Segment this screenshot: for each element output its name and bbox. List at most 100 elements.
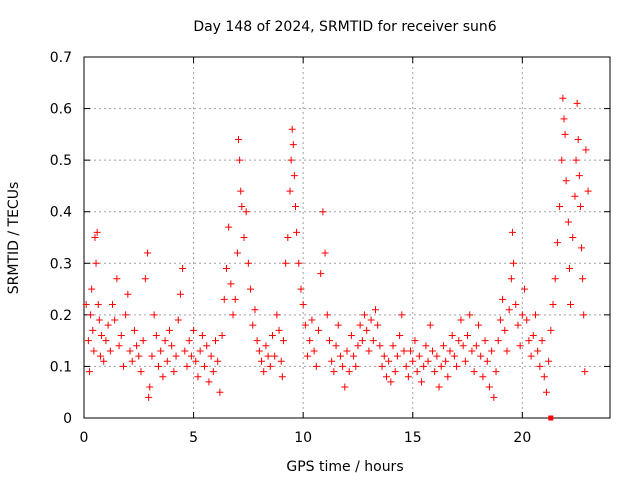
data-point (113, 275, 121, 283)
data-point (214, 357, 222, 365)
data-point (582, 146, 590, 154)
grid-lines (84, 57, 610, 418)
data-point (135, 352, 143, 360)
data-point (161, 337, 169, 345)
data-point (130, 326, 138, 334)
data-point (422, 342, 430, 350)
data-point (437, 362, 445, 370)
data-point (424, 357, 432, 365)
data-point (527, 352, 535, 360)
data-point (572, 156, 580, 164)
data-point (262, 342, 270, 350)
data-point (102, 337, 110, 345)
data-point (494, 337, 502, 345)
data-point (580, 311, 588, 319)
data-point (393, 352, 401, 360)
data-point (238, 203, 246, 211)
data-point (222, 264, 230, 272)
y-tick-label: 0.1 (50, 359, 72, 375)
data-point (315, 326, 323, 334)
data-point (332, 342, 340, 350)
data-point (490, 393, 498, 401)
data-point (455, 337, 463, 345)
data-point (560, 115, 568, 123)
data-point (282, 259, 290, 267)
data-point (435, 383, 443, 391)
data-point (255, 347, 263, 355)
data-point (119, 362, 127, 370)
data-point (387, 378, 395, 386)
y-tick-label: 0.5 (50, 153, 72, 169)
data-point (389, 342, 397, 350)
data-point (231, 295, 239, 303)
data-point (139, 337, 147, 345)
data-point (534, 347, 542, 355)
data-point (510, 259, 518, 267)
data-point (505, 306, 513, 314)
data-point (237, 187, 245, 195)
y-tick-label: 0 (63, 411, 72, 427)
data-point (144, 249, 152, 257)
data-point (521, 285, 529, 293)
data-point (104, 321, 112, 329)
data-point (477, 352, 485, 360)
data-point (152, 331, 160, 339)
data-point (287, 156, 295, 164)
data-point (334, 321, 342, 329)
data-point (249, 321, 257, 329)
data-point (308, 316, 316, 324)
data-point (133, 342, 141, 350)
data-point (271, 352, 279, 360)
data-point (562, 177, 570, 185)
data-point (196, 347, 204, 355)
data-point (428, 347, 436, 355)
data-point (319, 208, 327, 216)
data-point (301, 321, 309, 329)
data-point (290, 172, 298, 180)
data-point (518, 311, 526, 319)
data-point (418, 378, 426, 386)
data-point (325, 337, 333, 345)
data-point (551, 275, 559, 283)
data-point (181, 347, 189, 355)
data-point (361, 311, 369, 319)
data-point (170, 368, 178, 376)
data-point (581, 368, 589, 376)
data-point (82, 301, 90, 309)
data-point (235, 136, 243, 144)
data-point (404, 373, 412, 381)
data-point (84, 337, 92, 345)
data-point (358, 337, 366, 345)
data-point (201, 362, 209, 370)
data-point (310, 347, 318, 355)
data-point (391, 368, 399, 376)
data-point (168, 342, 176, 350)
data-point (183, 362, 191, 370)
data-point (137, 368, 145, 376)
data-point (209, 368, 217, 376)
data-point (347, 331, 355, 339)
data-point (96, 352, 104, 360)
data-point (258, 357, 266, 365)
data-point (398, 311, 406, 319)
data-point (297, 285, 305, 293)
x-tick-label: 10 (294, 430, 312, 446)
data-point (111, 316, 119, 324)
data-point (345, 368, 353, 376)
data-point (240, 234, 248, 241)
data-point (382, 373, 390, 381)
y-tick-label: 0.4 (50, 205, 72, 221)
data-point (413, 368, 421, 376)
data-point (558, 156, 566, 164)
data-point (225, 223, 233, 231)
data-point (402, 362, 410, 370)
data-point (363, 326, 371, 334)
data-point (124, 290, 132, 298)
data-point (187, 352, 195, 360)
data-point (481, 337, 489, 345)
data-point (306, 337, 314, 345)
data-point (205, 378, 213, 386)
data-point (488, 347, 496, 355)
data-point (87, 311, 95, 319)
